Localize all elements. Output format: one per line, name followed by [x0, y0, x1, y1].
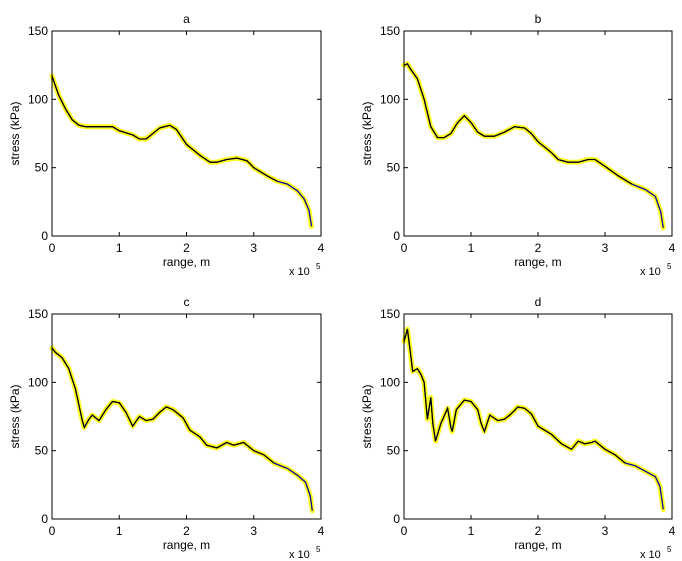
uncertainty-band — [49, 345, 315, 514]
y-axis-label: stress (kPa) — [360, 101, 374, 165]
x-tick-label: 3 — [602, 241, 609, 255]
series-line — [51, 347, 275, 464]
subplot-title: c — [184, 295, 190, 309]
x-tick-label: 2 — [183, 241, 190, 255]
y-tick-label: 0 — [393, 512, 400, 526]
y-tick-label: 150 — [380, 307, 400, 321]
x-tick-label: 1 — [116, 524, 123, 538]
y-tick-label: 50 — [387, 161, 401, 175]
x-tick-label: 0 — [49, 524, 56, 538]
y-tick-label: 100 — [380, 92, 400, 106]
subplot-b: 0 1 2 3 4 0 50 100 150 b range, m stress (kPa) x 10 5 — [360, 12, 676, 278]
x-tick-label: 3 — [250, 524, 257, 538]
y-axis-label: stress (kPa) — [8, 384, 22, 448]
series-line-blue — [403, 62, 664, 228]
x-multiplier-exponent: 5 — [667, 545, 672, 554]
y-axis-label: stress (kPa) — [8, 101, 22, 165]
x-tick-label: 2 — [535, 241, 542, 255]
series-line-blue — [51, 75, 313, 227]
x-multiplier-exponent: 5 — [667, 262, 672, 271]
axes-box — [403, 30, 673, 237]
x-tick-label: 4 — [669, 241, 676, 255]
x-tick-label: 1 — [468, 524, 475, 538]
subplot-title: d — [535, 295, 542, 309]
uncertainty-band — [401, 61, 666, 231]
x-multiplier-label: x 10 — [640, 549, 661, 561]
x-tick-label: 4 — [669, 524, 676, 538]
y-axis-label: stress (kPa) — [360, 384, 374, 448]
series-line-blue — [51, 347, 313, 511]
series-line — [403, 328, 626, 464]
series-line — [403, 63, 633, 185]
y-tick-label: 50 — [387, 444, 401, 458]
x-tick-label: 1 — [116, 241, 123, 255]
x-axis-label: range, m — [163, 255, 210, 269]
y-tick-label: 0 — [41, 512, 48, 526]
y-tick-label: 0 — [393, 229, 400, 243]
x-tick-label: 0 — [49, 241, 56, 255]
y-tick-label: 50 — [35, 444, 49, 458]
x-tick-label: 4 — [318, 241, 325, 255]
x-tick-label: 2 — [535, 524, 542, 538]
x-tick-label: 3 — [602, 524, 609, 538]
y-tick-label: 100 — [28, 92, 48, 106]
x-axis-label: range, m — [163, 538, 210, 552]
subplot-d: 0 1 2 3 4 0 50 100 150 d range, m stress (kPa) x 10 5 — [360, 295, 676, 561]
series-line — [51, 75, 278, 182]
y-tick-label: 50 — [35, 161, 49, 175]
subplot-c: 0 1 2 3 4 0 50 100 150 c range, m stress (kPa) x 10 5 — [8, 295, 325, 561]
x-tick-label: 3 — [250, 241, 257, 255]
subplot-title: a — [183, 12, 190, 26]
subplot-a: 0 1 2 3 4 0 50 100 150 a range, m stress (kPa) x 10 5 — [8, 12, 325, 278]
x-tick-label: 0 — [401, 241, 408, 255]
x-axis-label: range, m — [514, 255, 561, 269]
x-multiplier-label: x 10 — [289, 266, 310, 278]
y-tick-label: 100 — [380, 375, 400, 389]
y-tick-label: 150 — [28, 24, 48, 38]
uncertainty-band — [49, 73, 315, 229]
axes-box — [51, 30, 322, 237]
x-axis-label: range, m — [514, 538, 561, 552]
x-tick-label: 1 — [468, 241, 475, 255]
x-multiplier-label: x 10 — [640, 266, 661, 278]
x-tick-label: 4 — [318, 524, 325, 538]
y-tick-label: 150 — [28, 307, 48, 321]
y-tick-label: 0 — [41, 229, 48, 243]
x-tick-label: 0 — [401, 524, 408, 538]
subplot-title: b — [535, 12, 542, 26]
x-multiplier-exponent: 5 — [316, 262, 321, 271]
x-multiplier-exponent: 5 — [316, 545, 321, 554]
x-multiplier-label: x 10 — [289, 549, 310, 561]
y-tick-label: 100 — [28, 375, 48, 389]
x-tick-label: 2 — [183, 524, 190, 538]
y-tick-label: 150 — [380, 24, 400, 38]
